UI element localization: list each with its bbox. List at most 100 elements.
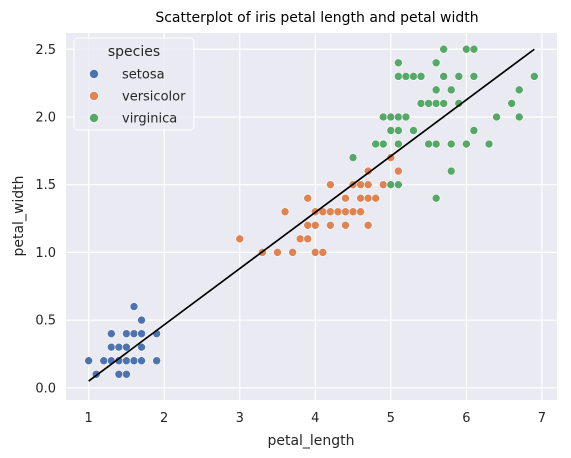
versicolor-point (356, 193, 365, 203)
virginica-point (371, 139, 381, 149)
legend-marker-setosa (89, 69, 99, 79)
legend-title: species (108, 44, 160, 60)
setosa-point (137, 342, 146, 352)
setosa-point (129, 302, 139, 311)
versicolor-point (310, 248, 320, 257)
virginica-point (439, 99, 448, 108)
versicolor-point (363, 221, 373, 230)
setosa-point (152, 356, 161, 366)
versicolor-point (288, 248, 297, 257)
y-tick-label: 0.5 (35, 314, 56, 329)
setosa-point (122, 342, 131, 352)
regression-line (88, 48, 535, 382)
setosa-point (129, 356, 139, 366)
virginica-point (446, 85, 456, 95)
versicolor-point (348, 207, 358, 217)
virginica-point (469, 44, 479, 54)
y-tick-label: 0.0 (35, 381, 56, 396)
setosa-point (122, 356, 131, 366)
x-tick-label: 7 (538, 411, 546, 426)
virginica-point (386, 180, 396, 189)
setosa-point (114, 342, 124, 352)
virginica-point (394, 112, 403, 122)
setosa-point (137, 315, 146, 325)
virginica-point (514, 85, 524, 95)
setosa-point (129, 329, 139, 338)
virginica-point (348, 153, 358, 162)
versicolor-point (303, 221, 313, 230)
x-axis-label: petal_length (267, 433, 354, 449)
y-tick-labels: 0.0 0.5 1.0 1.5 2.0 2.5 (35, 43, 56, 397)
setosa-point (84, 356, 93, 366)
legend-label-setosa: setosa (122, 68, 165, 83)
virginica-point (431, 58, 441, 68)
legend-marker-versicolor (89, 91, 99, 101)
versicolor-point (303, 193, 313, 203)
y-tick-label: 2.0 (35, 110, 56, 125)
versicolor-point (371, 193, 381, 203)
virginica-point (454, 72, 464, 81)
virginica-point (394, 180, 403, 189)
versicolor-point (363, 166, 373, 176)
virginica-point (386, 112, 396, 122)
virginica-point (416, 99, 426, 108)
versicolor-point (341, 207, 350, 217)
virginica-point (394, 139, 403, 149)
y-tick-label: 1.5 (35, 178, 56, 193)
legend-label-versicolor: versicolor (122, 90, 186, 105)
virginica-point (401, 112, 411, 122)
versicolor-point (363, 193, 373, 203)
versicolor-point (303, 234, 313, 244)
setosa-point (122, 369, 131, 379)
x-tick-label: 1 (85, 411, 93, 426)
virginica-point (424, 99, 433, 108)
x-tick-label: 6 (462, 411, 470, 426)
versicolor-point (333, 207, 343, 217)
setosa-point (137, 329, 146, 338)
x-tick-label: 5 (387, 411, 395, 426)
virginica-point (431, 193, 441, 203)
chart-title: Scatterplot of iris petal length and pet… (155, 10, 478, 26)
x-tick-label: 2 (160, 411, 168, 426)
legend-box (73, 37, 195, 131)
versicolor-point (356, 180, 365, 189)
versicolor-point (326, 221, 335, 230)
virginica-point (439, 44, 448, 54)
virginica-point (424, 139, 433, 149)
virginica-point (431, 99, 441, 108)
versicolor-point (356, 207, 365, 217)
virginica-point (394, 72, 403, 81)
versicolor-point (378, 180, 388, 189)
versicolor-point (295, 234, 305, 244)
virginica-point (514, 112, 524, 122)
y-axis-label: petal_width (11, 175, 27, 256)
versicolor-point (280, 207, 290, 217)
virginica-point (446, 166, 456, 176)
versicolor-point (235, 234, 245, 244)
versicolor-point (310, 221, 320, 230)
versicolor-point (273, 248, 282, 257)
virginica-point (431, 139, 441, 149)
setosa-point (114, 369, 124, 379)
setosa-point (122, 329, 131, 338)
virginica-point (401, 72, 411, 81)
setosa-point (107, 342, 116, 352)
virginica-point (462, 139, 471, 149)
virginica-point (492, 112, 501, 122)
legend: species setosa versicolor virginica (73, 37, 195, 131)
setosa-point (107, 329, 116, 338)
virginica-point (507, 99, 516, 108)
versicolor-point (394, 166, 403, 176)
virginica-point (431, 85, 441, 95)
x-tick-label: 4 (311, 411, 319, 426)
versicolor-point (341, 221, 350, 230)
virginica-point (409, 72, 418, 81)
legend-entries: setosa versicolor virginica (89, 68, 186, 127)
virginica-point (469, 72, 479, 81)
legend-marker-virginica (89, 113, 99, 123)
virginica-point (409, 126, 418, 135)
virginica-point (386, 126, 396, 135)
legend-label-virginica: virginica (122, 112, 177, 127)
setosa-point (137, 356, 146, 366)
